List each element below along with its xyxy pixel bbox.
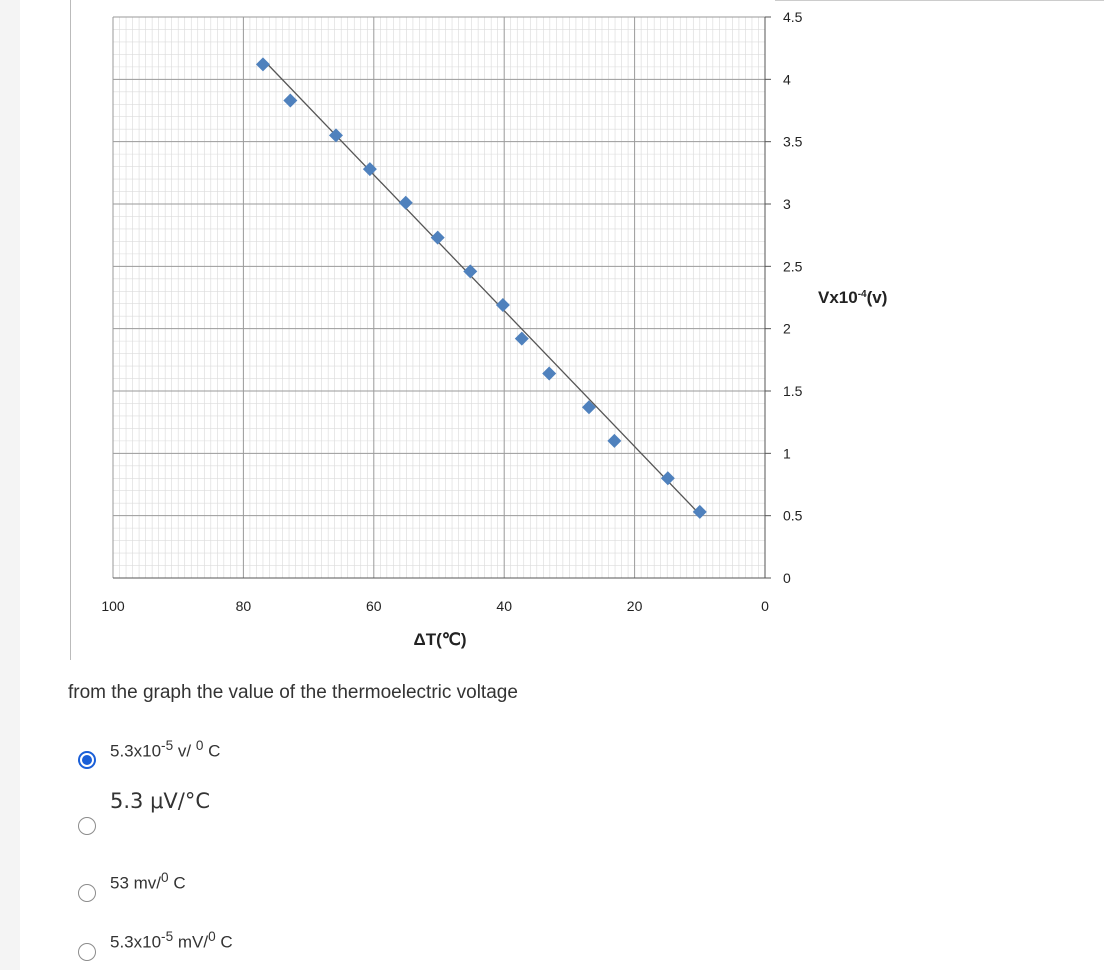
data-point [514, 331, 529, 346]
y-tick-label: 3 [783, 196, 791, 212]
data-point [430, 230, 445, 245]
x-tick-label: 80 [236, 598, 252, 614]
data-point [362, 162, 377, 177]
option-4-unit: mV/ [173, 932, 209, 952]
y-tick-label: 4 [783, 71, 791, 87]
radio-option-4[interactable] [78, 943, 96, 961]
option-4-base: 5.3x10 [110, 932, 162, 952]
answer-option-3[interactable] [78, 884, 96, 902]
option-3-tail: C [168, 873, 186, 893]
answer-option-1[interactable] [78, 751, 96, 769]
data-point [581, 400, 596, 415]
option-4-tail: C [215, 932, 233, 952]
y-tick-label: 1 [783, 445, 791, 461]
page-left-gutter [0, 0, 20, 970]
option-1-base: 5.3x10 [110, 741, 162, 761]
option-2-tail: °C [184, 789, 211, 813]
option-4-exp: -5 [161, 929, 174, 944]
option-1-exp: -5 [161, 738, 174, 753]
question-text: from the graph the value of the thermoel… [68, 682, 518, 703]
data-point [607, 433, 622, 448]
option-1-degree: 0 [195, 738, 204, 753]
radio-option-3[interactable] [78, 884, 96, 902]
answer-option-2-label: 5.3 μV/°C [110, 789, 210, 813]
x-tick-label: 100 [101, 598, 125, 614]
data-point [398, 195, 413, 210]
x-tick-label: 60 [366, 598, 382, 614]
answer-option-4[interactable] [78, 943, 96, 961]
option-2-base: 5.3 μV/ [110, 789, 185, 813]
radio-option-1[interactable] [78, 751, 96, 769]
data-point [463, 264, 478, 279]
x-tick-label: 20 [627, 598, 643, 614]
answer-option-2[interactable] [78, 817, 96, 835]
answer-option-1-label: 5.3x10-5 v/ 0 C [110, 738, 220, 762]
data-point [495, 297, 510, 312]
x-axis-title: ΔT(℃) [413, 630, 466, 649]
y-tick-label: 0 [783, 570, 791, 586]
option-3-degree: 0 [161, 870, 169, 885]
data-point [255, 57, 270, 72]
option-1-unit: v/ [173, 741, 192, 761]
y-tick-label: 0.5 [783, 508, 803, 524]
option-4-degree: 0 [208, 929, 216, 944]
radio-option-2[interactable] [78, 817, 96, 835]
y-tick-label: 4.5 [783, 9, 803, 25]
top-divider [775, 0, 1104, 1]
y-tick-label: 1.5 [783, 383, 803, 399]
data-point [660, 471, 675, 486]
option-3-base: 53 mv/ [110, 873, 162, 893]
y-tick-label: 2.5 [783, 258, 803, 274]
data-point [328, 128, 343, 143]
margin-rule [70, 0, 71, 660]
option-1-tail: C [203, 741, 221, 761]
answer-option-3-label: 53 mv/0 C [110, 870, 186, 894]
data-point [542, 366, 557, 381]
y-tick-label: 3.5 [783, 134, 803, 150]
x-tick-label: 40 [496, 598, 512, 614]
x-tick-label: 0 [761, 598, 769, 614]
y-axis-title: Vx10-4(v) [818, 288, 887, 307]
data-point [283, 93, 298, 108]
data-point [692, 504, 707, 519]
voltage-vs-temperature-chart: 0 0.5 1 1.5 2 2.5 3 3.5 4 4.5 100 80 60 40 20 0 ΔT(℃) Vx1… [101, 9, 887, 649]
y-tick-label: 2 [783, 321, 791, 337]
answer-option-4-label: 5.3x10-5 mV/0 C [110, 929, 233, 953]
